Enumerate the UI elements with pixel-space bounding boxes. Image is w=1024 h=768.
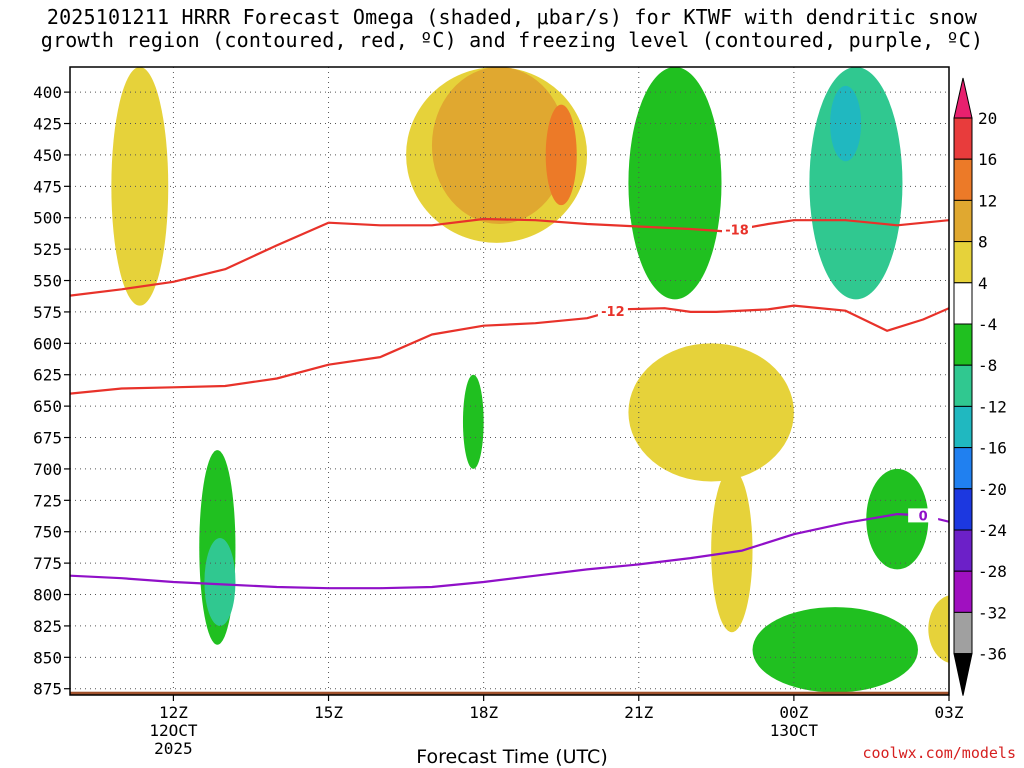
y-tick-label-600: 600 [33, 334, 62, 353]
colorbar-label-12: -32 [978, 603, 1007, 622]
ground-layer [70, 691, 949, 695]
chart-title-line-2: growth region (contoured, red, ºC) and f… [40, 28, 984, 52]
x-tick-label-12Z: 12Z [159, 703, 188, 722]
x-tick-date-00Z: 13OCT [770, 721, 819, 740]
colorbar-bin-6 [953, 323, 973, 366]
y-tick-label-400: 400 [33, 83, 62, 102]
colorbar-bin-3 [953, 199, 973, 243]
colorbar-label-3: 8 [978, 233, 988, 252]
colorbar-top-arrow [953, 77, 973, 119]
contour-label-bg-1 [597, 303, 628, 318]
y-tick-label-475: 475 [33, 177, 62, 196]
contour-label-3: 0 [919, 509, 928, 524]
y-tick-label-725: 725 [33, 491, 62, 510]
contour-label-1: -12 [601, 305, 625, 320]
x-tick-label-21Z: 21Z [624, 703, 653, 722]
omega-region-9 [462, 374, 484, 469]
colorbar-bin-8 [953, 405, 973, 449]
ground-strip [70, 691, 949, 695]
colorbar-label-2: 12 [978, 191, 997, 210]
y-tick-label-875: 875 [33, 680, 62, 699]
colorbar-label-4: 4 [978, 274, 988, 293]
colorbar-label-5: -4 [978, 315, 997, 334]
y-tick-label-800: 800 [33, 586, 62, 605]
x-tick-label-15Z: 15Z [314, 703, 343, 722]
omega-region-1 [111, 67, 169, 306]
contour-line-2 [70, 217, 949, 297]
y-tick-label-450: 450 [33, 146, 62, 165]
contour-line-1 [70, 304, 949, 395]
colorbar-bin-11 [953, 529, 973, 572]
y-tick-label-550: 550 [33, 272, 62, 291]
y-tick-label-500: 500 [33, 209, 62, 228]
y-tick-label-575: 575 [33, 303, 62, 322]
omega-region-8 [628, 343, 794, 482]
contour-label-bg-3 [908, 508, 939, 523]
omega-region-13 [866, 468, 929, 570]
colorbar-bin-12 [953, 570, 973, 613]
colorbar-bin-1 [953, 117, 973, 160]
colorbar-label-8: -16 [978, 439, 1007, 458]
colorbar-bin-7 [953, 364, 973, 407]
plot-frame [69, 66, 950, 696]
omega-shading [111, 67, 949, 693]
colorbar-label-13: -36 [978, 645, 1007, 664]
x-axis-title: Forecast Time (UTC) [416, 746, 608, 768]
x-tick-label-00Z: 00Z [779, 703, 808, 722]
y-tick-label-850: 850 [33, 648, 62, 667]
y-tick-label-525: 525 [33, 240, 62, 259]
chart-title-line-1: 2025101211 HRRR Forecast Omega (shaded, … [46, 5, 978, 29]
colorbar-bin-2 [953, 158, 973, 201]
omega-region-11 [204, 538, 236, 626]
colorbar-bin-5 [953, 282, 973, 325]
colorbar-bin-10 [953, 488, 973, 531]
y-tick-label-775: 775 [33, 554, 62, 573]
colorbar-label-6: -8 [978, 356, 997, 375]
colorbar-label-1: 16 [978, 150, 997, 169]
omega-region-5 [628, 67, 722, 300]
credit-watermark[interactable]: coolwx.com/models [862, 744, 1016, 762]
contour-label-2: -18 [725, 224, 749, 239]
x-tick-label-18Z: 18Z [469, 703, 498, 722]
omega-region-14 [752, 607, 918, 693]
colorbar-label-0: 20 [978, 109, 997, 128]
x-tick-label-03Z: 03Z [935, 703, 964, 722]
temperature-contours: -12 -18 0 [70, 217, 949, 590]
chart-title: 2025101211 HRRR Forecast Omega (shaded, … [0, 6, 1024, 52]
y-tick-label-700: 700 [33, 460, 62, 479]
y-tick-label-675: 675 [33, 429, 62, 448]
omega-region-4 [545, 104, 577, 206]
contour-label-bg-2 [722, 222, 753, 237]
colorbar-label-9: -20 [978, 480, 1007, 499]
y-tick-label-650: 650 [33, 397, 62, 416]
colorbar-bottom-arrow [953, 653, 973, 696]
y-tick-label-825: 825 [33, 617, 62, 636]
colorbar-bin-4 [953, 241, 973, 284]
omega-region-15 [928, 595, 949, 663]
omega-region-12 [711, 468, 753, 633]
colorbar-label-10: -24 [978, 521, 1007, 540]
x-tick-date-12Z: 12OCT [149, 721, 198, 740]
omega-region-3 [431, 67, 567, 224]
colorbar-label-11: -28 [978, 562, 1007, 581]
omega-colorbar: 20 16 12 8 4 -4 -8 -12 -16 -20 -24 -28 -32 -36 [953, 77, 1007, 696]
colorbar-label-7: -12 [978, 397, 1007, 416]
colorbar-bin-9 [953, 447, 973, 490]
y-axis: 400 425 450 475 500 525 550 575 600 625 650 675 700 7… [33, 83, 70, 699]
y-tick-label-625: 625 [33, 366, 62, 385]
x-tick-year-12Z: 2025 [154, 739, 193, 758]
y-tick-label-425: 425 [33, 115, 62, 134]
y-tick-label-750: 750 [33, 523, 62, 542]
colorbar-bin-13 [953, 611, 973, 655]
